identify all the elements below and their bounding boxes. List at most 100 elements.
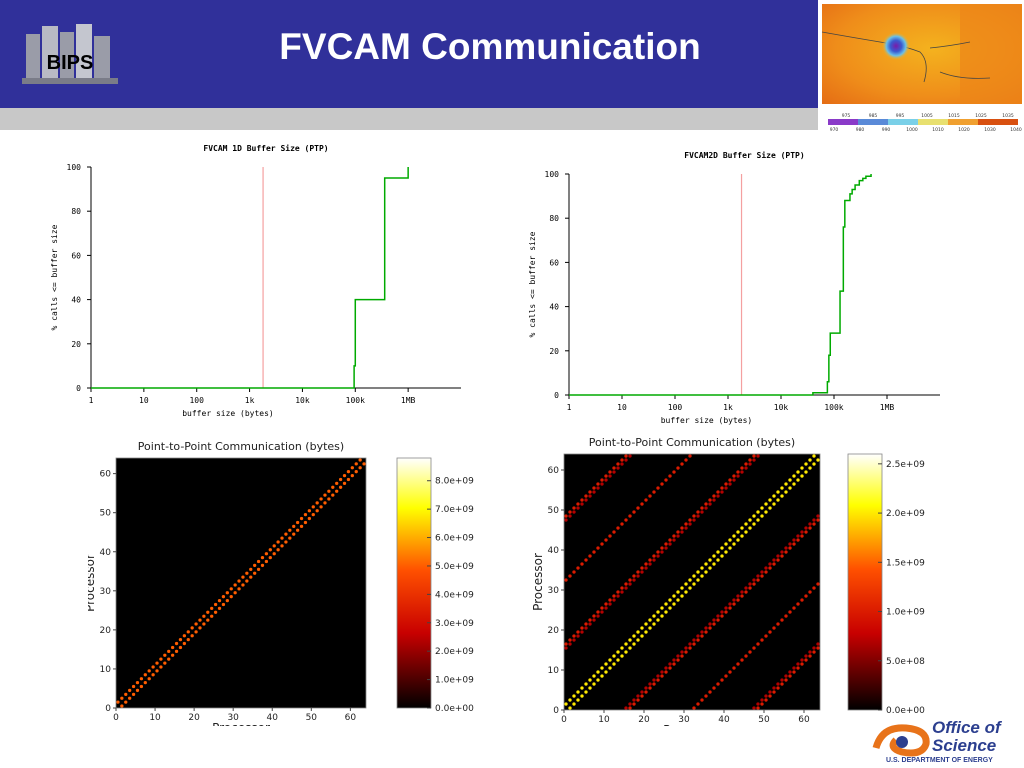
heatmap-cell: [724, 550, 728, 554]
heatmap-cell: [716, 550, 720, 554]
heatmap-cell: [748, 458, 752, 462]
heatmap-cell: [692, 574, 696, 578]
x-tick-label: 1k: [245, 396, 255, 405]
heatmap-cell: [672, 538, 676, 542]
x-tick-label: 10k: [295, 396, 310, 405]
slide-header: [0, 0, 818, 108]
heatmap-cell: [728, 478, 732, 482]
heatmap-cell: [712, 622, 716, 626]
heatmap-cell: [688, 518, 692, 522]
heatmap-cell: [752, 646, 756, 650]
x-tick-label: 20: [638, 715, 650, 725]
heatmap-cell: [740, 658, 744, 662]
heatmap-cell: [680, 586, 684, 590]
heatmap-cell: [580, 498, 584, 502]
heatmap-cell: [680, 594, 684, 598]
heatmap-cell: [788, 486, 792, 490]
x-tick-label: 0: [561, 715, 567, 725]
x-tick-label: 100: [668, 403, 683, 412]
heatmap-cell: [213, 602, 218, 607]
heatmap-cell: [652, 622, 656, 626]
heatmap-cell: [584, 622, 588, 626]
heatmap-cell: [632, 510, 636, 514]
heatmap-cell: [708, 502, 712, 506]
heatmap-cell: [772, 690, 776, 694]
heatmap-cell: [576, 690, 580, 694]
heatmap-frame: [115, 457, 367, 709]
heatmap-cell: [580, 694, 584, 698]
heatmap-cell: [688, 646, 692, 650]
heatmap-cell: [592, 486, 596, 490]
heatmap-cell: [792, 666, 796, 670]
heatmap-1d: Point-to-Point Communication (bytes) 0 10 2…: [88, 440, 474, 726]
heatmap-cell: [588, 622, 592, 626]
heatmap-cell: [712, 494, 716, 498]
heatmap-cell: [756, 518, 760, 522]
heatmap-cell: [210, 606, 214, 611]
colorbar: [396, 457, 432, 709]
heatmap-cell: [764, 698, 768, 702]
heatmap-cell: [752, 522, 756, 526]
heatmap-cell: [652, 554, 656, 558]
heatmap-cell: [720, 610, 724, 614]
heatmap-cell: [816, 646, 820, 650]
heatmap-cell: [800, 530, 804, 534]
heatmap-cell: [580, 562, 584, 566]
heatmap-cell: [772, 562, 776, 566]
heatmap-cell: [684, 458, 688, 462]
heatmap-cell: [664, 546, 668, 550]
heatmap-cell: [652, 490, 656, 494]
heatmap-cell: [740, 470, 744, 474]
heatmap-cell: [672, 470, 676, 474]
heatmap-cell: [186, 638, 190, 642]
heatmap-cell: [796, 470, 800, 474]
heatmap-cell: [760, 514, 764, 518]
heatmap-cell: [335, 481, 339, 486]
heatmap-cell: [616, 466, 620, 470]
heatmap-cell: [564, 514, 568, 518]
y-tick-label: 80: [71, 207, 81, 216]
heatmap-cell: [656, 678, 660, 682]
x-tick-label: 30: [227, 713, 239, 723]
heatmap-cell: [163, 661, 167, 665]
heatmap-cell: [564, 578, 568, 582]
heatmap-cell: [576, 566, 580, 570]
heatmap-cell: [764, 510, 768, 514]
heatmap-cell: [768, 506, 772, 510]
heatmap-cell: [178, 645, 183, 650]
colorbar-tick-label: 2.0e+09: [886, 509, 925, 519]
heatmap-cell: [640, 690, 644, 694]
heatmap-cell: [696, 514, 700, 518]
heatmap-cell: [744, 590, 748, 594]
heatmap-cell: [724, 542, 728, 546]
heatmap-cell: [600, 610, 604, 614]
heatmap-cell: [612, 466, 616, 470]
heatmap-cell: [812, 586, 816, 590]
y-tick-label: 100: [67, 163, 82, 172]
heatmap-cell: [716, 618, 720, 622]
heatmap-cell: [237, 587, 241, 591]
heatmap-cell: [736, 538, 740, 542]
heatmap-cell: [700, 574, 704, 578]
heatmap-cell: [704, 562, 708, 566]
heatmap-cell: [608, 598, 612, 602]
x-tick-label: 1: [567, 403, 572, 412]
heatmap-background: [116, 458, 366, 708]
map-legend-tick: 970: [830, 127, 839, 132]
office-of-science-logo: Office of Science U.S. DEPARTMENT OF ENE…: [870, 716, 1024, 768]
heatmap-cell: [692, 642, 696, 646]
heatmap-cell: [135, 680, 140, 685]
heatmap-cell: [253, 563, 257, 568]
heatmap-cell: [632, 578, 636, 582]
colorbar-tick-label: 1.0e+09: [435, 676, 474, 686]
colorbar-tick-label: 7.0e+09: [435, 505, 474, 515]
heatmap-cell: [604, 670, 608, 674]
heatmap-cell: [120, 696, 124, 700]
heatmap-cell: [756, 510, 760, 514]
heatmap-cell: [319, 497, 323, 501]
heatmap-cell: [350, 473, 354, 478]
heatmap-cell: [684, 522, 688, 526]
x-tick-label: 50: [306, 713, 318, 723]
heatmap-cell: [720, 678, 724, 682]
map-legend-tick: 1020: [958, 127, 970, 132]
